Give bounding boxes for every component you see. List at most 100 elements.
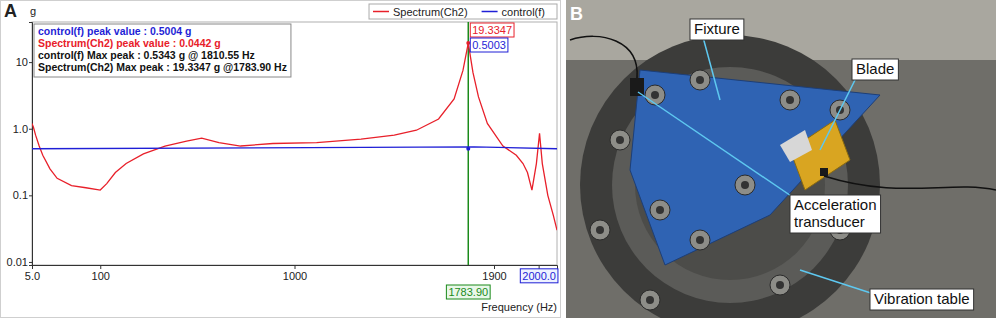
info-box: control(f) peak value : 0.5004 gSpectrum… [34, 24, 291, 77]
y-tick-mark [29, 62, 32, 63]
legend-item: Spectrum(Ch2) [373, 6, 468, 18]
cable [824, 176, 996, 190]
x-tick: 1000 [283, 265, 307, 282]
y-tick-mark [29, 262, 32, 263]
bolt-head [616, 136, 624, 144]
cursor-point [466, 41, 470, 45]
y-tick-label: 1.0 [13, 123, 28, 135]
x-axis-title: Frequency (Hz) [481, 301, 557, 313]
legend-label: control(f) [502, 6, 545, 18]
annotation: Spectrum(Ch2) peak value : 0.0442 g [38, 37, 221, 49]
cursor-value-label: 0.5003 [470, 38, 508, 52]
y-axis-line [29, 23, 33, 266]
y-tick-label: 0.01 [7, 256, 28, 268]
x-tick-mark [295, 265, 296, 269]
annotation: Spectrum(Ch2) Max peak : 19.3347 g @1783… [38, 61, 287, 73]
callout: Fixture [690, 19, 744, 100]
legend: Spectrum(Ch2) control(f) [369, 4, 557, 19]
bolt-head [741, 181, 749, 189]
callout-text: Acceleration [794, 196, 877, 213]
callout-box [690, 19, 744, 40]
bolt [735, 175, 755, 195]
callout: Vibration table [800, 270, 974, 310]
y-tick-label: 0.1 [13, 189, 28, 201]
acceleration-transducer [820, 168, 828, 176]
y-tick-mark [29, 129, 32, 130]
callout-text: Vibration table [874, 290, 970, 307]
bolt-head [656, 206, 664, 214]
bolt [640, 290, 660, 310]
y-tick: 10 [16, 56, 32, 68]
plot-marks [32, 22, 557, 265]
callout-box [852, 59, 898, 80]
x-tick: 1900 [482, 265, 506, 282]
legend-label: Spectrum(Ch2) [393, 6, 468, 18]
annotation: control(f) peak value : 0.5004 g [38, 25, 191, 37]
cursor-x-label: 1783.90 [446, 285, 490, 299]
callout-text: transducer [794, 213, 865, 230]
callout-box [790, 195, 881, 233]
panel-a-background [1, 1, 561, 318]
panel-label: B [570, 4, 583, 24]
legend-swatch [373, 11, 389, 13]
x-tick-mark [494, 265, 495, 269]
x-tick: 100 [92, 265, 110, 282]
callout-leader [638, 92, 800, 202]
y-tick: 1.0 [13, 123, 32, 135]
x-tick-label: 1900 [482, 270, 506, 282]
y-tick: 0.01 [7, 256, 32, 268]
callout-box [870, 289, 974, 310]
vibration-table-rim [580, 35, 880, 318]
panel-label: A [4, 1, 17, 21]
callout-text: Blade [856, 60, 894, 77]
cursor-x-label-box [446, 285, 490, 299]
blade-root [780, 130, 812, 162]
cursor-value-label-box [470, 23, 514, 37]
bolt-head [651, 91, 659, 99]
end-tick-box [520, 269, 558, 283]
bolt-head [696, 236, 704, 244]
bolt [610, 130, 630, 150]
callout-leader [800, 270, 880, 296]
y-tick: 0.1 [13, 189, 32, 201]
bolt-head [646, 296, 654, 304]
callout: Blade [820, 59, 898, 150]
bolt [690, 230, 710, 250]
panel-b: B Fixture Blade Accelerationtransducer Vibra… [566, 0, 996, 318]
x-axis: 5.0 100 1000 1900 2000.0 [25, 265, 558, 283]
x-tick-label: 5.0 [25, 270, 40, 282]
y-axis-title: g [30, 5, 36, 17]
y-tick-label: 10 [16, 56, 28, 68]
series-line [32, 147, 557, 149]
figure: A 5.0 100 1000 1900 2000.0 0.01 0.1 1.0 10 g Freque… [0, 0, 996, 318]
plot-frame [32, 22, 557, 265]
info-box-frame [34, 24, 291, 77]
bolt [690, 70, 710, 90]
y-tick-mark [29, 195, 32, 196]
legend-swatch [482, 11, 498, 13]
legend-item: control(f) [482, 6, 545, 18]
cursor-point [466, 147, 470, 151]
x-axis-line [33, 266, 558, 270]
bolt [780, 90, 800, 110]
annotation: control(f) Max peak : 0.5343 g @ 1810.55… [38, 49, 255, 61]
x-tick-mark [100, 265, 101, 269]
fixture [630, 70, 880, 265]
cursor-value-label-text: 19.3347 [472, 24, 512, 36]
bolt [590, 220, 610, 240]
series-line [32, 43, 557, 230]
callout-text: Fixture [694, 20, 740, 37]
bolt [770, 275, 790, 295]
bolt [650, 200, 670, 220]
bolt-head [776, 281, 784, 289]
bolt-head [596, 226, 604, 234]
x-tick-label: 2000.0 [522, 270, 556, 282]
cursor-value-label-text: 0.5003 [472, 39, 506, 51]
callout: Accelerationtransducer [638, 92, 881, 233]
cursor-value-label-box [470, 38, 508, 52]
bolt-head [786, 96, 794, 104]
legend-frame [369, 4, 557, 19]
bolt [645, 85, 665, 105]
cursor-value-label: 19.3347 [470, 23, 514, 37]
cursor-line [468, 22, 470, 265]
